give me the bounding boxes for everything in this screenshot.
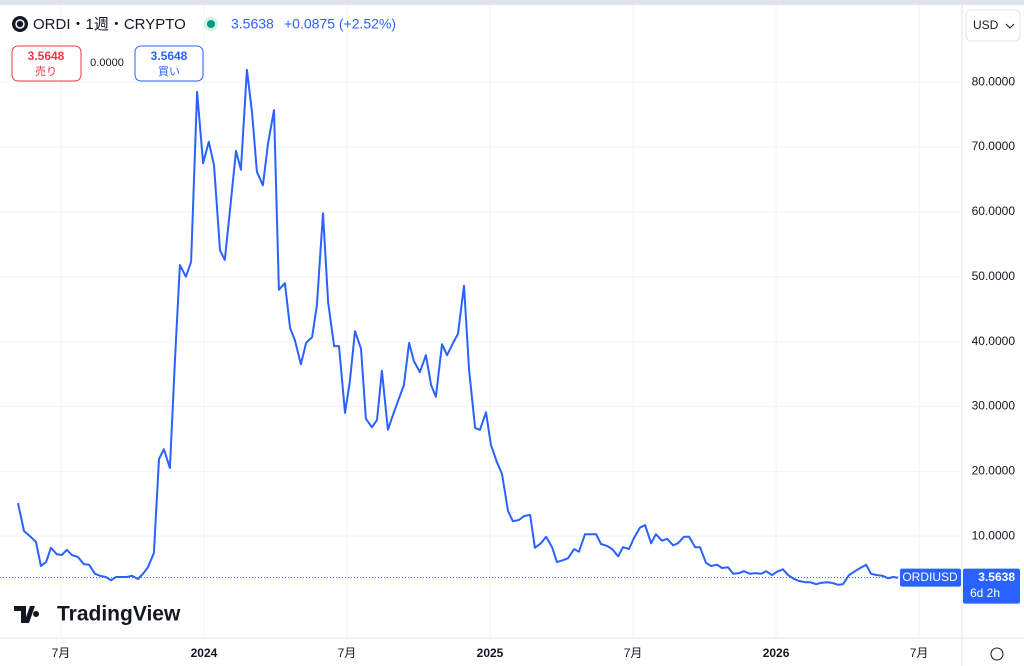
sell-label: 売り [35,65,57,78]
currency-button[interactable] [965,9,1021,42]
price-line [17,68,899,586]
symbol-tag: ORDIUSD [902,570,958,584]
price-change: +0.0875 (+2.52%) [284,16,396,32]
currency-caret [1005,23,1015,29]
currency: USD [973,18,999,32]
settings-icon[interactable] [990,647,1004,661]
x-tick-label: 7月 [52,646,71,660]
logo-mark [14,606,40,623]
buy-label: 買い [158,65,180,78]
x-tick-label: 7月 [338,646,357,660]
x-tick-label: 2026 [763,646,790,660]
y-tick-label: 10.0000 [972,528,1016,542]
y-tick-label: 30.0000 [972,399,1016,413]
countdown: 6d 2h [970,586,1000,600]
brand: TradingView [57,603,181,626]
buy-button[interactable] [134,45,204,82]
status-dot [207,20,215,28]
y-tick-label: 20.0000 [972,463,1016,477]
y-tick-label: 50.0000 [972,269,1016,283]
buy-price: 3.5648 [151,49,188,63]
price-tag-bg [963,568,1020,604]
y-tick-label: 60.0000 [972,204,1016,218]
x-tick-label: 2025 [477,646,504,660]
y-tick-label: 80.0000 [972,74,1016,88]
symbol-title: ORDI・1週・CRYPTO [33,16,186,33]
symbol-icon-inner [15,19,25,29]
price-tag: 3.5638 [978,570,1015,584]
last-price: 3.5638 [231,16,274,32]
x-tick-label: 7月 [624,646,643,660]
top-bar [0,0,1024,5]
sell-button[interactable] [11,45,82,82]
y-tick-label: 70.0000 [972,139,1016,153]
symbol-icon [12,16,28,32]
sell-price: 3.5648 [28,49,65,63]
spread: 0.0000 [90,57,124,69]
y-tick-label: 40.0000 [972,334,1016,348]
x-tick-label: 7月 [910,646,929,660]
symbol-tag-bg [900,568,961,587]
x-tick-label: 2024 [191,646,218,660]
